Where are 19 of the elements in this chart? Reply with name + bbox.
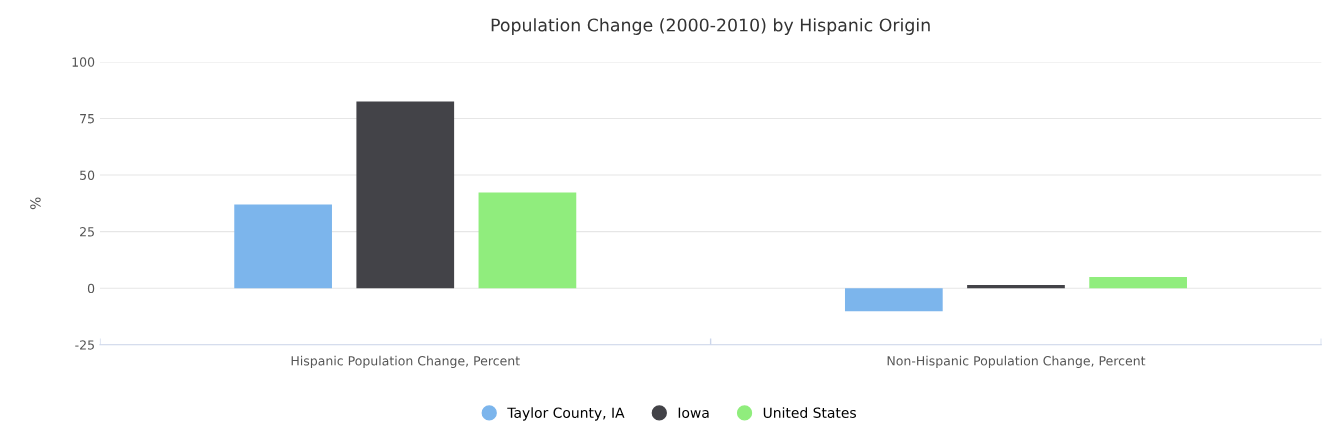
chart-title: Population Change (2000-2010) by Hispanic Origin bbox=[491, 18, 930, 35]
bar bbox=[1089, 277, 1187, 289]
bar bbox=[478, 192, 577, 289]
y-tick-label: 25 bbox=[80, 227, 94, 237]
bar bbox=[234, 204, 332, 289]
y-tick-label: 50 bbox=[80, 170, 95, 180]
y-tick-label: 75 bbox=[80, 114, 94, 124]
x-tick-label: Hispanic Population Change, Percent bbox=[291, 355, 520, 368]
y-tick-label: 100 bbox=[72, 57, 95, 67]
y-axis-title: % bbox=[30, 197, 41, 210]
legend-label: Iowa bbox=[678, 407, 709, 418]
bar bbox=[356, 101, 455, 289]
y-tick-label: 0 bbox=[87, 283, 95, 294]
x-tick-label: Non-Hispanic Population Change, Percent bbox=[887, 355, 1146, 368]
legend-label: Taylor County, IA bbox=[507, 407, 625, 421]
bar bbox=[844, 288, 943, 312]
legend-label: United States bbox=[763, 407, 856, 418]
y-tick-label: -25 bbox=[75, 340, 94, 350]
bar bbox=[967, 285, 1065, 289]
